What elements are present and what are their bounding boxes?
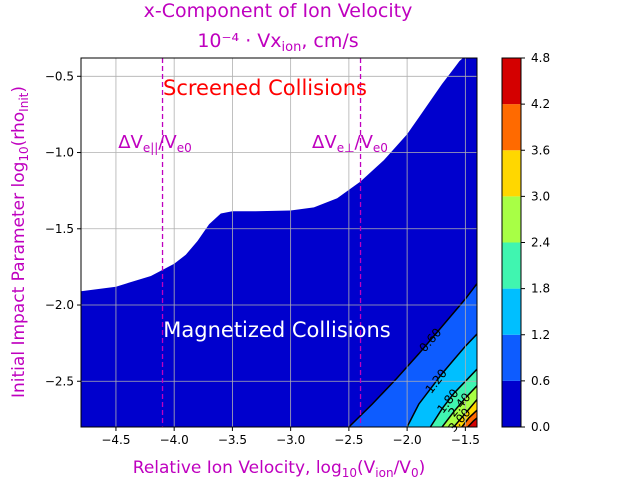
colorbar-tick-label: 3.0 (531, 189, 550, 203)
y-tick-label: −1.0 (45, 146, 74, 160)
colorbar-segment (502, 150, 521, 197)
y-axis-label: Initial Impact Parameter log10(rhoInit) (9, 86, 31, 398)
x-tick-label: −3.0 (276, 433, 305, 447)
colorbar-tick-label: 0.0 (531, 420, 550, 434)
x-tick-label: −2.5 (334, 433, 363, 447)
x-tick-label: −3.5 (218, 433, 247, 447)
colorbar-segment (502, 288, 521, 335)
plot-frame (80, 57, 478, 428)
colorbar-segment (502, 242, 521, 289)
x-tick-label: −4.5 (101, 433, 130, 447)
vline-label-parallel: ΔVe||/Ve0 (118, 132, 192, 155)
x-axis-label: Relative Ion Velocity, log10(Vion/V0) (133, 458, 425, 480)
colorbar-tick-label: 1.8 (531, 282, 550, 296)
x-tick-label: −2.0 (393, 433, 422, 447)
chart-title-line2: 10⁻⁴ · Vxion, cm/s (197, 30, 358, 55)
colorbar-segment (502, 58, 521, 105)
x-tick-label: −4.0 (160, 433, 189, 447)
colorbar-segment (502, 380, 521, 427)
screened-collisions-label: Screened Collisions (163, 76, 367, 100)
colorbar-tick-label: 4.8 (531, 51, 550, 65)
vline-label-perpendicular: ΔVe⊥/Ve0 (312, 132, 388, 155)
colorbar-tick-label: 0.6 (531, 374, 550, 388)
plot-area (81, 58, 477, 427)
chart-title-line1: x-Component of Ion Velocity (144, 0, 413, 22)
colorbar-tick-label: 1.2 (531, 328, 550, 342)
magnetized-collisions-label: Magnetized Collisions (163, 318, 390, 342)
colorbar-segment (502, 196, 521, 243)
contour-line-2.4 (441, 385, 477, 427)
colorbar: 0.0 0.6 1.2 1.8 2.4 3.0 3.6 4.2 4.8 (501, 51, 550, 434)
y-tick-label: −0.5 (45, 69, 74, 83)
contour-line-3.6 (461, 409, 477, 427)
y-tick-label: −1.5 (45, 222, 74, 236)
x-tick-label: −1.5 (451, 433, 480, 447)
colorbar-tick-label: 2.4 (531, 236, 550, 250)
contour-line-1.8 (429, 368, 477, 427)
colorbar-tick-label: 4.2 (531, 97, 550, 111)
contour-line-4.2 (467, 417, 477, 427)
y-tick-label: −2.0 (45, 298, 74, 312)
colorbar-segment (502, 334, 521, 381)
contour-band-0 (81, 58, 477, 427)
colorbar-segment (502, 104, 521, 151)
y-tick-label: −2.5 (45, 374, 74, 388)
colorbar-tick-label: 3.6 (531, 143, 550, 157)
